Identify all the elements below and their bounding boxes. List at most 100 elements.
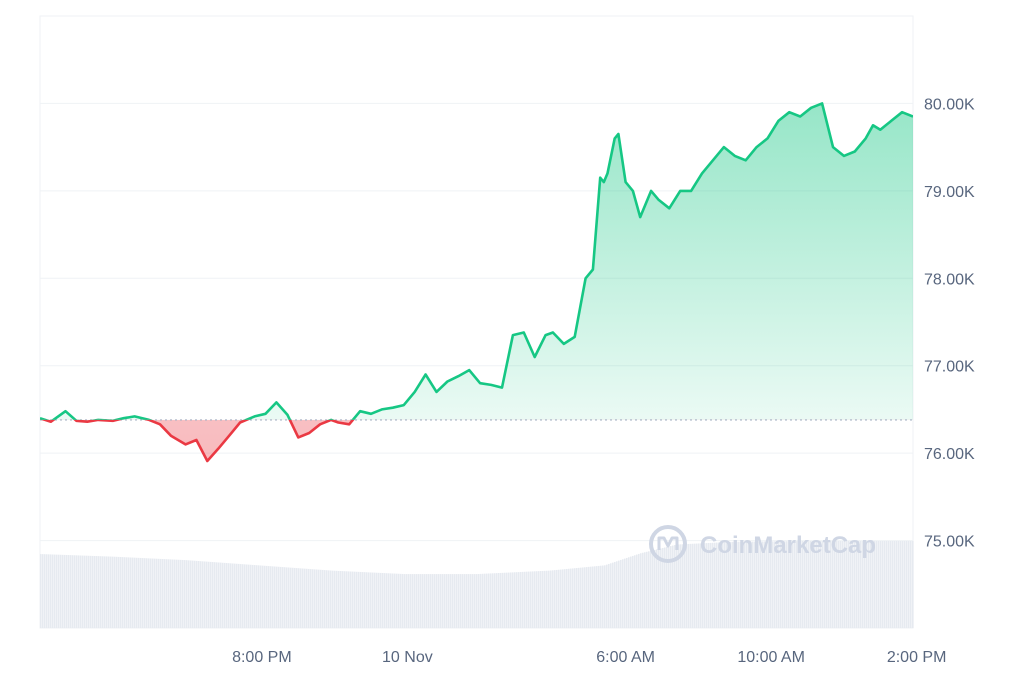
volume-bar [456,574,458,628]
volume-bar [266,565,268,628]
volume-bar [854,541,856,628]
volume-bar [140,557,142,628]
volume-bar [816,541,818,628]
volume-bar [794,541,796,628]
volume-bar [422,574,424,628]
volume-bar [330,570,332,628]
volume-bar [268,566,270,628]
volume-bar [412,574,414,628]
volume-bar [774,541,776,628]
data-point [563,343,565,345]
volume-bar [790,541,792,628]
volume-bar [56,554,58,628]
volume-bar [374,572,376,628]
data-point [603,181,605,183]
volume-bar [76,555,78,628]
volume-bar [746,541,748,628]
data-point [832,146,834,148]
volume-bar [220,562,222,628]
volume-bar [138,557,140,628]
volume-bar [856,541,858,628]
volume-bar [430,574,432,628]
volume-bar [64,554,66,628]
data-point [57,415,59,417]
volume-bar [180,559,182,628]
volume-bar [786,541,788,628]
volume-bar [614,561,616,628]
volume-bar [578,567,580,628]
volume-bar [168,559,170,628]
volume-bar [396,573,398,628]
data-point [392,407,394,409]
volume-bar [640,553,642,628]
data-point [912,115,914,117]
data-point [679,190,681,192]
volume-bar [462,574,464,628]
volume-bar [52,554,54,628]
volume-bar [588,566,590,628]
volume-bar [386,573,388,628]
volume-bar [222,562,224,628]
data-point [348,423,350,425]
volume-bar [778,541,780,628]
volume-bar [432,574,434,628]
volume-bar [282,567,284,628]
volume-bar [548,570,550,628]
volume-bar [628,557,630,628]
data-point [657,198,659,200]
volume-bar [358,571,360,628]
volume-bar [214,562,216,628]
volume-bar [40,554,42,628]
volume-bar [366,572,368,628]
volume-bar [390,573,392,628]
volume-bar [490,573,492,628]
data-point [217,448,219,450]
volume-bar [608,563,610,628]
data-point [890,120,892,122]
data-point [97,419,99,421]
volume-bar [186,560,188,628]
volume-bar [782,541,784,628]
volume-bar [524,571,526,628]
volume-bar [666,547,668,628]
volume-bar [754,541,756,628]
volume-bar [874,541,876,628]
volume-bar [738,541,740,628]
volume-bar [306,568,308,628]
volume-bar [234,563,236,628]
volume-bar [748,541,750,628]
data-point [414,391,416,393]
volume-bar [276,566,278,628]
volume-bar [136,557,138,628]
data-point [810,107,812,109]
volume-bar [864,541,866,628]
volume-bar [288,567,290,628]
volume-bar [532,571,534,628]
data-point [879,129,881,131]
volume-bar [438,574,440,628]
volume-bar [732,541,734,628]
volume-bar [254,565,256,628]
volume-bar [334,570,336,628]
data-point [755,146,757,148]
volume-bar [74,555,76,628]
volume-bar [514,572,516,628]
data-point [297,436,299,438]
volume-bar [492,573,494,628]
volume-bar [660,548,662,628]
volume-bar [488,573,490,628]
volume-bar [42,554,44,628]
volume-bar [200,561,202,628]
volume-bar [100,556,102,628]
volume-bar [700,543,702,628]
volume-bar [558,569,560,628]
data-point [370,413,372,415]
volume-bar [682,544,684,628]
volume-bar [236,563,238,628]
data-point [170,435,172,437]
volume-bar [246,564,248,628]
volume-bar [834,541,836,628]
volume-bar [844,541,846,628]
data-point [599,177,601,179]
volume-bar [866,541,868,628]
